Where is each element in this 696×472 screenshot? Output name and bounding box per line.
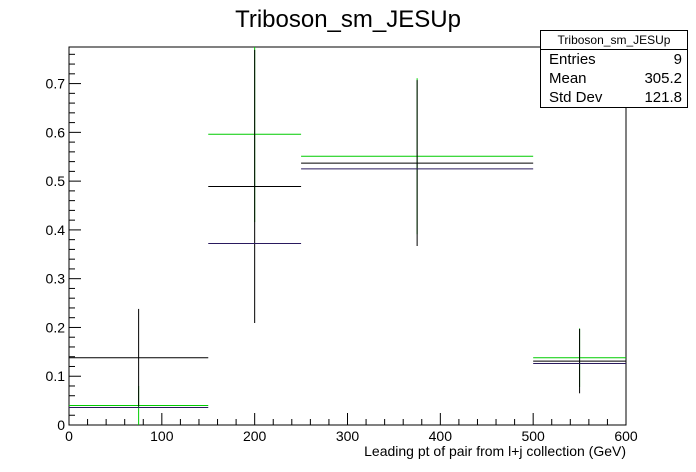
chart-title: Triboson_sm_JESUp [235,6,461,33]
stats-label: Std Dev [549,89,603,106]
stats-box: Triboson_sm_JESUp Entries 9 Mean 305.2 S… [540,30,688,108]
stats-title: Triboson_sm_JESUp [541,31,687,50]
x-tick-label: 600 [614,428,638,444]
x-tick-label: 0 [65,428,73,444]
y-tick-label: 0.2 [46,319,66,335]
stats-row-mean: Mean 305.2 [541,69,687,88]
stats-row-stddev: Std Dev 121.8 [541,88,687,107]
y-tick-label: 0 [57,417,65,433]
x-tick-label: 300 [336,428,360,444]
x-tick-label: 100 [150,428,174,444]
x-tick-label: 500 [521,428,545,444]
stats-value: 305.2 [644,70,682,87]
y-tick-label: 0.1 [46,368,66,384]
x-axis-title: Leading pt of pair from l+j collection (… [364,443,626,459]
y-tick-label: 0.7 [46,76,66,92]
y-tick-label: 0.3 [46,271,66,287]
stats-value: 121.8 [644,89,682,106]
x-tick-label: 200 [243,428,267,444]
stats-label: Mean [549,70,587,87]
y-tick-label: 0.5 [46,173,66,189]
stats-row-entries: Entries 9 [541,50,687,69]
stats-label: Entries [549,51,596,68]
y-tick-label: 0.6 [46,124,66,140]
y-tick-label: 0.4 [46,222,66,238]
x-tick-label: 400 [429,428,453,444]
stats-value: 9 [673,51,682,68]
